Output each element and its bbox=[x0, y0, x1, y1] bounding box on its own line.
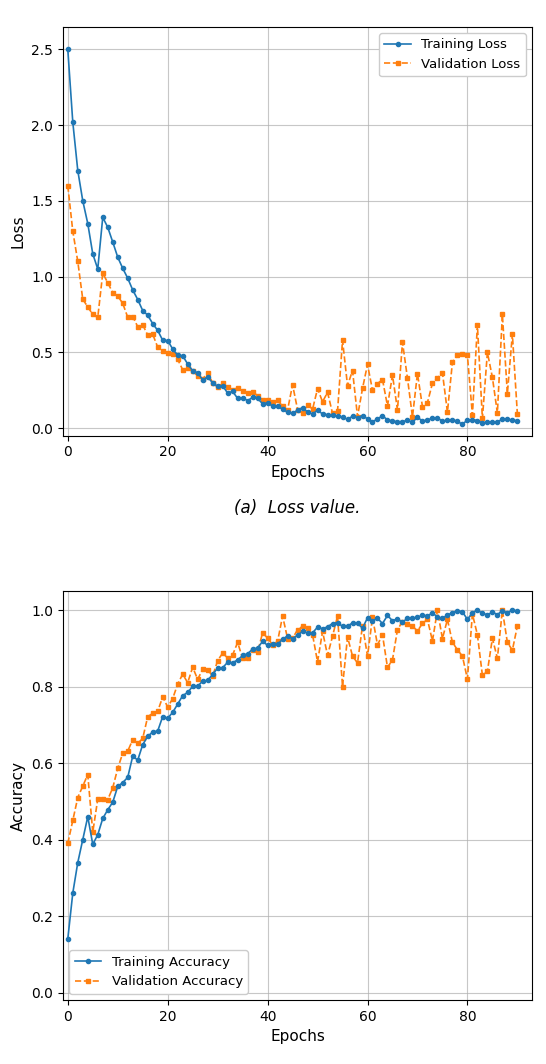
Validation Accuracy bbox=[64, 837, 71, 850]
Validation Loss bbox=[120, 297, 126, 310]
Validation Loss bbox=[444, 405, 450, 418]
Training Loss bbox=[180, 349, 186, 362]
Y-axis label: Accuracy: Accuracy bbox=[10, 761, 26, 831]
Line: Validation Loss: Validation Loss bbox=[66, 184, 519, 420]
Line: Training Loss: Training Loss bbox=[66, 47, 519, 427]
Validation Accuracy bbox=[509, 644, 515, 656]
Validation Loss bbox=[509, 328, 515, 340]
Training Accuracy bbox=[444, 609, 450, 621]
X-axis label: Epochs: Epochs bbox=[270, 465, 325, 480]
Line: Validation Accuracy: Validation Accuracy bbox=[66, 609, 519, 846]
Training Accuracy bbox=[504, 606, 511, 619]
Validation Loss bbox=[504, 387, 511, 400]
Validation Accuracy bbox=[169, 693, 176, 705]
Validation Loss bbox=[169, 348, 176, 361]
Training Accuracy bbox=[64, 933, 71, 946]
Text: (a)  Loss value.: (a) Loss value. bbox=[234, 499, 361, 517]
Legend: Training Loss, Validation Loss: Training Loss, Validation Loss bbox=[379, 33, 526, 77]
Training Loss bbox=[444, 414, 450, 427]
Validation Accuracy bbox=[434, 604, 441, 617]
Training Loss bbox=[120, 262, 126, 275]
Training Loss bbox=[64, 43, 71, 55]
Training Accuracy bbox=[509, 604, 515, 617]
Training Loss bbox=[169, 343, 176, 355]
Y-axis label: Loss: Loss bbox=[10, 214, 26, 248]
Training Accuracy bbox=[474, 604, 480, 617]
Training Loss bbox=[504, 413, 511, 426]
Training Loss bbox=[459, 418, 466, 431]
Validation Loss bbox=[64, 180, 71, 193]
Training Loss bbox=[514, 414, 521, 427]
Validation Accuracy bbox=[514, 619, 521, 632]
Legend: Training Accuracy, Validation Accuracy: Training Accuracy, Validation Accuracy bbox=[69, 950, 248, 994]
Line: Training Accuracy: Training Accuracy bbox=[66, 609, 519, 941]
Training Accuracy bbox=[514, 604, 521, 617]
Validation Loss bbox=[180, 363, 186, 376]
Training Accuracy bbox=[169, 706, 176, 719]
X-axis label: Epochs: Epochs bbox=[270, 1030, 325, 1045]
Validation Loss bbox=[514, 408, 521, 420]
Training Accuracy bbox=[180, 689, 186, 702]
Training Accuracy bbox=[120, 777, 126, 789]
Validation Accuracy bbox=[449, 636, 456, 649]
Validation Accuracy bbox=[504, 636, 511, 649]
Validation Accuracy bbox=[120, 747, 126, 760]
Validation Loss bbox=[479, 412, 486, 425]
Validation Accuracy bbox=[180, 668, 186, 681]
Training Loss bbox=[509, 414, 515, 427]
